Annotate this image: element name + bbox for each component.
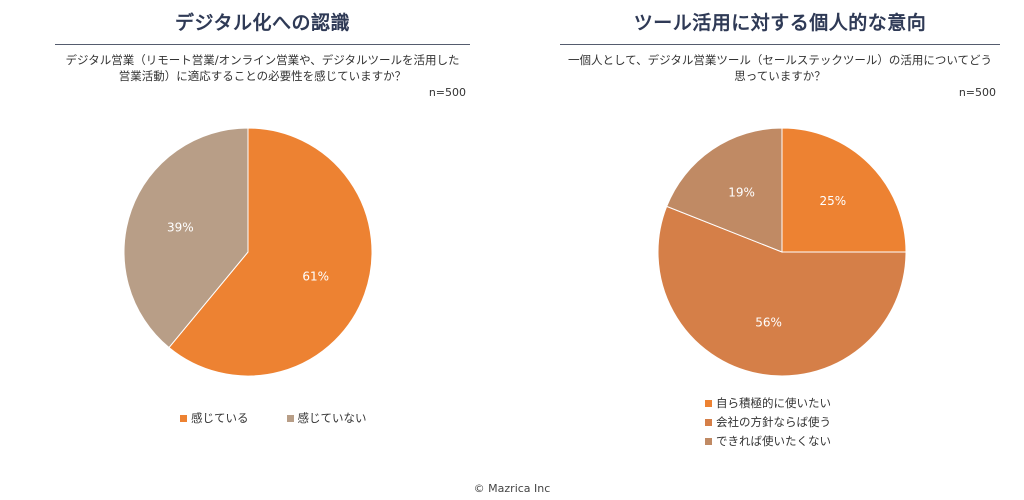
right-pie-slice-label-2: 19% [728, 186, 755, 200]
left-pie-slice-1 [123, 127, 249, 349]
right-chart-panel: ツール活用に対する個人的な意向 一個人として、デジタル営業ツール（セールステック… [560, 0, 1000, 480]
copyright-footer: © Mazrica Inc [473, 482, 551, 495]
right-pie-slice-label-1: 56% [755, 316, 782, 330]
left-pie-slice-0 [168, 127, 373, 377]
right-pie-legend: 自ら積極的に使いたい 会社の方針ならば使う できれば使いたくない [705, 395, 831, 449]
left-pie-slice-label-0: 61% [302, 269, 329, 283]
left-pie-legend: 感じている 感じていない [180, 410, 367, 426]
left-pie-chart: 61% 39% [123, 127, 373, 377]
left-pie-legend-swatch-1 [286, 414, 294, 422]
right-pie-slice-2 [666, 127, 783, 253]
left-pie-legend-label-1: 感じていない [297, 411, 367, 425]
right-pie-legend-swatch-1 [705, 418, 712, 426]
left-pie-legend-item-0: 感じている [180, 410, 249, 426]
right-pie-legend-item-1: 会社の方針ならば使う [705, 414, 831, 430]
left-pie-slice-label-1: 39% [167, 221, 194, 235]
right-sample-size: n=500 [958, 86, 996, 99]
right-pie-legend-item-0: 自ら積極的に使いたい [705, 395, 831, 411]
left-pie-legend-item-1: 感じていない [286, 410, 367, 426]
right-pie-slice-0 [781, 127, 907, 253]
right-survey-question: 一個人として、デジタル営業ツール（セールステックツール）の活用についてどう思って… [567, 53, 992, 83]
right-pie-slice-1 [657, 205, 907, 377]
left-chart-title: デジタル化への認識 [174, 12, 351, 34]
right-pie-chart: 25% 56% 19% [657, 127, 907, 377]
right-pie-slice-label-0: 25% [820, 194, 847, 208]
left-sample-size: n=500 [428, 86, 466, 99]
right-pie-legend-swatch-2 [705, 437, 712, 445]
right-pie-legend-label-1: 会社の方針ならば使う [716, 415, 831, 429]
right-chart-title: ツール活用に対する個人的な意向 [633, 12, 927, 34]
left-survey-question: デジタル営業（リモート営業/オンライン営業や、デジタルツールを活用した営業活動）… [65, 53, 460, 83]
left-chart-panel: デジタル化への認識 デジタル営業（リモート営業/オンライン営業や、デジタルツール… [55, 0, 470, 480]
right-pie-legend-swatch-0 [705, 399, 712, 407]
left-title-divider [55, 44, 470, 45]
left-pie-legend-label-0: 感じている [191, 411, 249, 425]
right-pie-legend-label-2: できれば使いたくない [716, 434, 831, 448]
right-pie-legend-label-0: 自ら積極的に使いたい [716, 396, 831, 410]
right-title-divider [560, 44, 1000, 45]
left-pie-legend-swatch-0 [180, 414, 187, 422]
right-pie-legend-item-2: できれば使いたくない [705, 433, 831, 449]
